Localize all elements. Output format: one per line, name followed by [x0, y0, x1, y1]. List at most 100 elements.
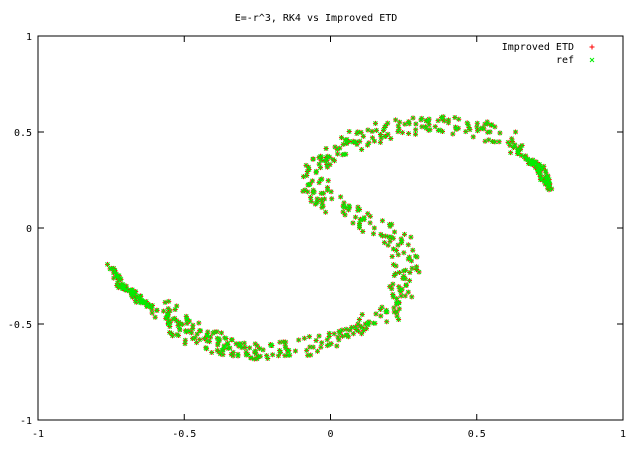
y-tick-label: 0 [26, 224, 32, 235]
data-point [357, 207, 362, 212]
data-point [162, 300, 168, 305]
data-point [409, 294, 415, 300]
data-point [354, 131, 360, 136]
data-point [515, 151, 520, 157]
data-point [282, 343, 288, 349]
data-point [402, 293, 408, 299]
data-point [480, 125, 485, 131]
data-point [384, 309, 390, 315]
data-point [363, 321, 368, 327]
data-point [315, 199, 320, 205]
data-point [377, 307, 383, 312]
data-point [414, 254, 420, 260]
data-point [416, 269, 422, 275]
data-point [172, 307, 178, 312]
data-point [324, 337, 330, 343]
data-point [306, 182, 312, 188]
data-point [545, 174, 550, 180]
data-point [337, 145, 343, 151]
data-point [393, 271, 398, 276]
data-point [401, 273, 407, 279]
data-point [541, 164, 547, 169]
data-point [401, 250, 407, 256]
data-point [107, 266, 113, 272]
data-point [371, 231, 376, 237]
data-point [407, 254, 412, 260]
data-point [410, 115, 416, 121]
data-point [470, 134, 476, 140]
data-point [282, 353, 288, 358]
data-point [372, 320, 378, 326]
data-point [496, 139, 502, 145]
data-point [260, 347, 266, 353]
data-point [220, 352, 226, 358]
data-point [325, 153, 331, 159]
data-point [474, 120, 480, 126]
data-point [391, 305, 397, 311]
data-point [387, 238, 393, 244]
data-point [340, 142, 346, 147]
data-point [395, 252, 401, 258]
data-point [589, 57, 595, 63]
data-point [357, 225, 362, 231]
data-point [235, 351, 241, 357]
data-point [365, 211, 371, 216]
data-point [357, 317, 362, 322]
data-point [487, 129, 493, 135]
data-point [346, 207, 351, 213]
data-point [318, 344, 324, 350]
data-point [396, 284, 402, 290]
data-point [401, 268, 407, 274]
data-point [327, 162, 333, 167]
legend-label: Improved ETD [502, 42, 574, 53]
data-point [413, 121, 419, 127]
data-point [318, 177, 323, 183]
data-point [233, 341, 239, 347]
x-tick-label: -0.5 [172, 429, 196, 440]
data-point [396, 317, 401, 322]
data-point [392, 229, 397, 235]
data-point [378, 135, 384, 141]
data-point [340, 209, 346, 215]
data-point [406, 131, 411, 136]
data-point [426, 122, 432, 128]
data-point [105, 262, 110, 267]
data-point [349, 325, 355, 330]
data-point [380, 218, 385, 224]
x-tick-label: 0 [327, 429, 333, 440]
data-point [204, 332, 210, 338]
data-point [456, 116, 462, 122]
data-point [398, 236, 404, 242]
data-point [453, 124, 458, 130]
data-point [313, 169, 319, 174]
data-point [378, 313, 384, 319]
data-point [365, 320, 371, 326]
data-point [269, 343, 275, 348]
data-point [365, 142, 370, 148]
data-point [427, 127, 433, 133]
data-point [408, 234, 414, 240]
data-point [394, 301, 400, 307]
data-point [270, 352, 275, 358]
data-point [513, 129, 518, 135]
data-point [177, 326, 182, 331]
data-point [235, 353, 241, 359]
data-point [413, 131, 418, 137]
data-point [353, 214, 358, 220]
data-point [237, 341, 243, 346]
data-point [182, 341, 188, 346]
data-point [170, 316, 176, 322]
data-point [357, 138, 363, 144]
data-point [280, 339, 286, 345]
data-point [543, 181, 549, 186]
data-point [301, 174, 306, 180]
data-point [302, 335, 307, 341]
data-point [323, 209, 328, 215]
data-point [313, 338, 319, 343]
data-point [184, 316, 190, 322]
data-point [174, 303, 180, 309]
data-point [391, 262, 396, 267]
data-point [394, 313, 400, 319]
data-point [364, 326, 369, 331]
data-point [374, 128, 379, 133]
